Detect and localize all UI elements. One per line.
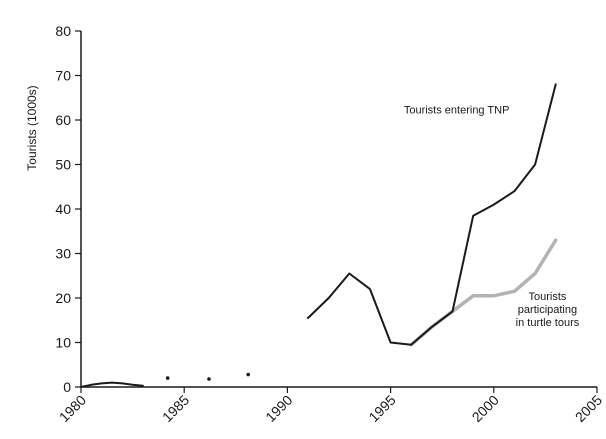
x-tick-label: 2005 (572, 392, 605, 425)
x-axis: 1980 1985 1990 1995 2000 2005 (56, 386, 605, 425)
x-tick-label: 2000 (469, 392, 502, 425)
y-tick-label: 30 (55, 246, 71, 262)
y-tick-label: 70 (55, 68, 71, 84)
points-layer (165, 372, 250, 381)
series-line-0 (307, 83, 557, 346)
x-ticks: 1980 1985 1990 1995 2000 2005 (56, 387, 605, 425)
y-tick-label: 60 (55, 112, 71, 128)
y-tick-label: 0 (63, 379, 71, 395)
data-point (165, 376, 170, 380)
data-point (246, 372, 250, 377)
series-label-line: in turtle tours (516, 317, 580, 329)
y-axis-title: Tourists (1000s) (25, 85, 39, 170)
y-ticks: 0 10 20 30 40 50 60 70 80 (55, 23, 81, 395)
annotation-layer: Tourists entering TNP Tourists participati… (404, 104, 580, 329)
y-tick-label: 40 (55, 201, 71, 217)
y-axis: 0 10 20 30 40 50 60 70 80 (55, 23, 82, 395)
x-tick-label: 1985 (159, 392, 192, 425)
series-label-line: Tourists (529, 291, 567, 303)
x-tick-label: 1990 (262, 392, 295, 425)
x-tick-label: 1980 (56, 392, 89, 425)
series-line-2 (80, 381, 144, 388)
y-tick-label: 50 (55, 157, 71, 173)
series-label-tnp: Tourists entering TNP (404, 104, 510, 116)
series-layer (80, 83, 558, 388)
series-label-turtle-tours: Tourists participating in turtle tours (516, 291, 580, 329)
data-point (207, 377, 211, 381)
y-tick-label: 10 (55, 335, 71, 351)
y-tick-label: 80 (55, 23, 71, 39)
series-label-line: participating (518, 304, 577, 316)
y-tick-label: 20 (55, 290, 71, 306)
x-tick-label: 1995 (365, 392, 398, 425)
